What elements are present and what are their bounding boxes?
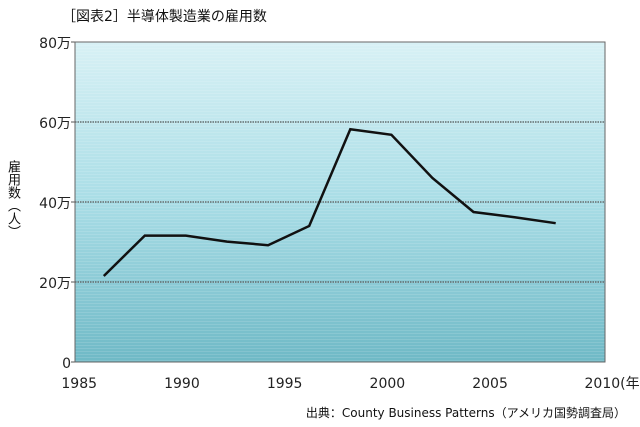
x-tick-label: 2000 bbox=[370, 376, 406, 392]
x-tick-label: 1990 bbox=[164, 376, 200, 392]
y-tick-label: 20万 bbox=[39, 276, 71, 292]
chart-title: ［図表2］半導体製造業の雇用数 bbox=[62, 9, 267, 25]
y-tick-label: 80万 bbox=[39, 36, 71, 52]
y-tick-label: 60万 bbox=[39, 116, 71, 132]
y-axis-label: 雇用数（人） bbox=[5, 160, 20, 238]
x-tick-label: 1985 bbox=[61, 376, 97, 392]
x-tick-label: 1995 bbox=[267, 376, 303, 392]
source-note: 出典：County Business Patterns（アメリカ国勢調査局） bbox=[305, 406, 626, 420]
y-tick-label: 0 bbox=[62, 356, 71, 372]
x-tick-label: 2005 bbox=[472, 376, 508, 392]
plot-border bbox=[74, 41, 606, 363]
x-tick-label: 2010(年) bbox=[585, 376, 640, 392]
y-tick-label: 40万 bbox=[39, 196, 71, 212]
series-line bbox=[102, 127, 556, 277]
